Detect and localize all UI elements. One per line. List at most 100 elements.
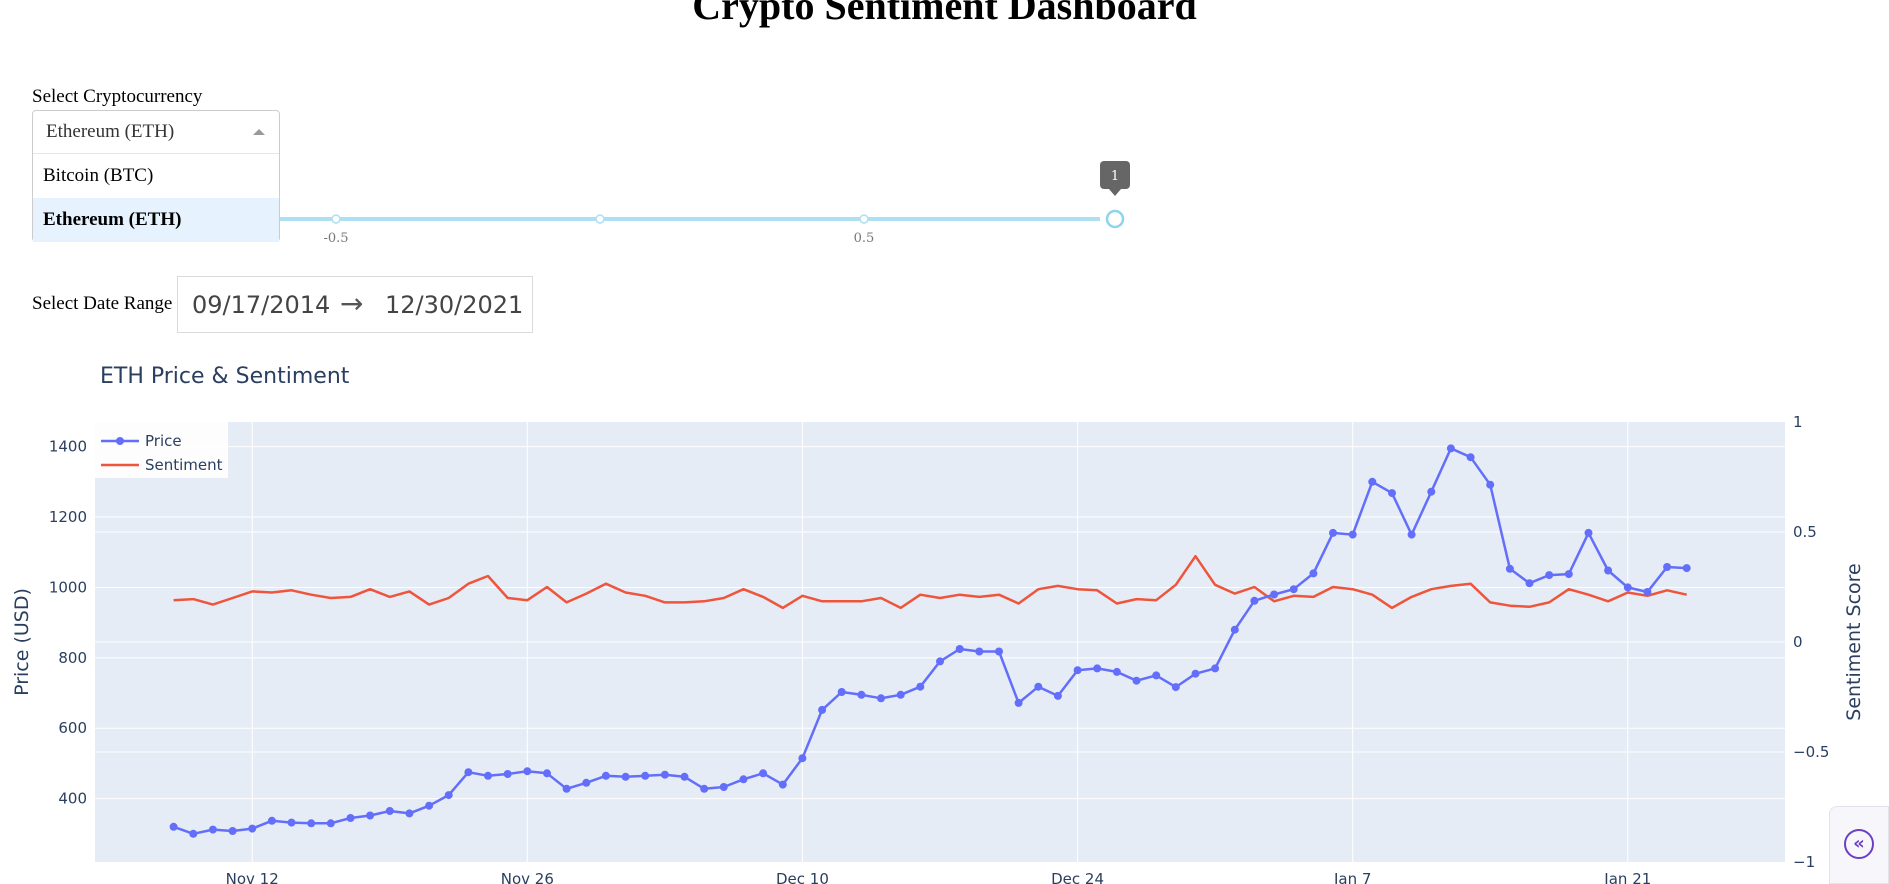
price-point[interactable] — [543, 769, 551, 778]
price-point[interactable] — [1112, 667, 1121, 676]
price-point[interactable] — [1427, 487, 1436, 496]
price-point[interactable] — [287, 818, 296, 827]
price-point[interactable] — [1525, 579, 1534, 588]
price-point[interactable] — [425, 801, 434, 810]
price-point[interactable] — [1505, 564, 1514, 573]
price-point[interactable] — [1446, 444, 1455, 453]
price-point[interactable] — [169, 822, 178, 831]
crypto-dropdown[interactable]: Ethereum (ETH) Bitcoin (BTC) Ethereum (E… — [32, 110, 280, 242]
price-point[interactable] — [267, 816, 276, 825]
x-tick-label: Nov 26 — [501, 870, 554, 884]
price-point[interactable] — [759, 769, 768, 778]
price-point[interactable] — [444, 791, 453, 800]
price-point[interactable] — [601, 771, 610, 780]
price-point[interactable] — [936, 657, 944, 666]
price-point[interactable] — [523, 767, 532, 776]
start-date-input[interactable]: 09/17/2014 — [192, 291, 331, 319]
price-point[interactable] — [955, 645, 964, 653]
price-point[interactable] — [1348, 530, 1357, 539]
legend-price-label[interactable]: Price — [145, 432, 182, 450]
price-point[interactable] — [1034, 682, 1043, 691]
x-axis: Nov 12 Nov 26 Dec 10 Dec 24 Jan 7 Jan 21 — [226, 870, 1652, 884]
price-point[interactable] — [1486, 480, 1495, 489]
slider-track[interactable] — [280, 217, 1100, 221]
price-point[interactable] — [1682, 564, 1691, 573]
price-point[interactable] — [1250, 596, 1259, 605]
price-point[interactable] — [1191, 669, 1200, 678]
price-point[interactable] — [1564, 570, 1573, 579]
date-range-picker[interactable]: 09/17/2014 → 12/30/2021 — [177, 276, 533, 333]
price-point[interactable] — [1053, 691, 1062, 700]
double-chevron-left-icon[interactable]: « — [1844, 829, 1874, 859]
price-point[interactable] — [1014, 698, 1023, 707]
collapse-panel-button[interactable]: « — [1829, 806, 1889, 884]
price-point[interactable] — [1623, 583, 1632, 592]
price-point[interactable] — [1152, 671, 1161, 680]
price-point[interactable] — [1329, 528, 1337, 537]
price-point[interactable] — [975, 647, 984, 656]
price-point[interactable] — [660, 770, 669, 779]
price-point[interactable] — [1663, 563, 1672, 571]
caret-up-icon[interactable] — [253, 129, 265, 135]
price-point[interactable] — [189, 829, 198, 838]
price-point[interactable] — [1309, 569, 1318, 578]
price-point[interactable] — [1643, 588, 1652, 596]
price-point[interactable] — [366, 811, 375, 820]
price-point[interactable] — [248, 824, 257, 833]
price-point[interactable] — [1132, 676, 1141, 685]
price-point[interactable] — [896, 690, 905, 699]
price-point[interactable] — [1545, 571, 1554, 580]
price-point[interactable] — [562, 784, 571, 793]
price-point[interactable] — [1388, 489, 1396, 498]
price-point[interactable] — [582, 778, 591, 787]
price-point[interactable] — [680, 772, 689, 781]
price-point[interactable] — [837, 688, 846, 696]
price-point[interactable] — [739, 775, 748, 784]
price-point[interactable] — [877, 694, 885, 703]
price-point[interactable] — [1211, 664, 1220, 673]
price-point[interactable] — [1093, 664, 1102, 673]
slider-handle[interactable] — [1105, 209, 1125, 229]
y2-axis-label: Sentiment Score — [1843, 563, 1865, 720]
price-point[interactable] — [1407, 530, 1416, 539]
price-point[interactable] — [326, 819, 335, 828]
price-point[interactable] — [307, 819, 316, 828]
price-point[interactable] — [818, 705, 827, 714]
price-point[interactable] — [1073, 666, 1082, 675]
price-point[interactable] — [1604, 566, 1613, 575]
price-point[interactable] — [228, 827, 237, 835]
crypto-dropdown-control[interactable]: Ethereum (ETH) — [33, 111, 279, 154]
price-point[interactable] — [464, 768, 473, 777]
price-point[interactable] — [405, 809, 414, 818]
price-point[interactable] — [484, 771, 492, 780]
price-point[interactable] — [1270, 590, 1279, 599]
price-point[interactable] — [1368, 477, 1377, 486]
end-date-input[interactable]: 12/30/2021 — [385, 291, 524, 319]
dropdown-option-eth[interactable]: Ethereum (ETH) — [33, 198, 279, 242]
price-sentiment-chart[interactable]: ETH Price & Sentiment 400 600 800 1000 1200 1… — [0, 355, 1889, 884]
price-point[interactable] — [995, 647, 1003, 656]
price-point[interactable] — [503, 770, 512, 778]
price-point[interactable] — [1584, 528, 1593, 537]
price-point[interactable] — [719, 783, 728, 791]
price-point[interactable] — [346, 814, 355, 822]
price-point[interactable] — [798, 754, 807, 763]
price-point[interactable] — [621, 772, 630, 781]
price-point[interactable] — [641, 771, 650, 780]
dropdown-option-btc[interactable]: Bitcoin (BTC) — [43, 165, 154, 186]
price-point[interactable] — [385, 807, 394, 815]
price-point[interactable] — [1289, 585, 1298, 594]
legend[interactable]: Price Sentiment — [95, 422, 228, 478]
price-point[interactable] — [700, 784, 709, 793]
price-point[interactable] — [778, 780, 787, 789]
legend-sentiment-label[interactable]: Sentiment — [145, 456, 223, 474]
price-point[interactable] — [208, 825, 217, 834]
price-point[interactable] — [857, 690, 866, 699]
price-point[interactable] — [1230, 625, 1239, 634]
y-axis-label: Price (USD) — [11, 588, 33, 696]
price-point[interactable] — [1171, 683, 1180, 692]
price-point[interactable] — [916, 682, 925, 691]
price-point[interactable] — [1466, 453, 1475, 462]
sentiment-slider[interactable]: -0.5 0.5 1 — [280, 155, 1180, 265]
y2-axis: −1 −0.5 0 0.5 1 — [1793, 413, 1829, 871]
